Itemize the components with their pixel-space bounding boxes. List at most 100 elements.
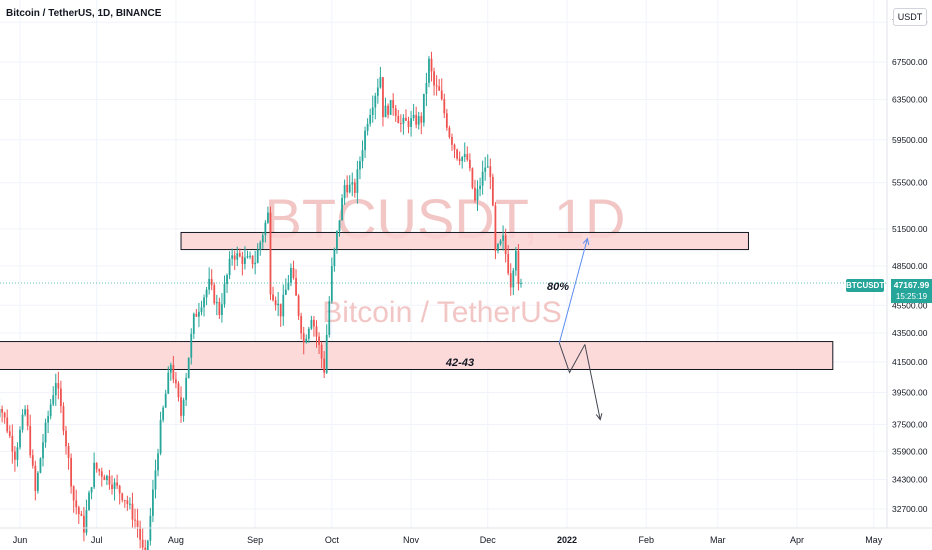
candle-body (430, 58, 433, 72)
last-price-value: 47167.99 (893, 280, 930, 290)
price-tick-label: 45500.00 (892, 300, 928, 310)
candle-body (497, 244, 499, 251)
candle-body (21, 414, 24, 430)
price-tick-label: 59500.00 (892, 135, 928, 145)
candle-body (113, 482, 116, 489)
candle-body (353, 182, 356, 193)
candle-body (16, 447, 19, 460)
bar-countdown: 15:25:19 (895, 292, 928, 301)
candle-body (19, 429, 21, 448)
candle-body (83, 515, 85, 533)
candle-body (231, 255, 234, 259)
candle-body (399, 123, 402, 125)
candle-body (75, 500, 78, 508)
candle-body (251, 255, 254, 265)
candle-body (175, 379, 177, 384)
price-tick-label: 39500.00 (892, 387, 928, 397)
candle-body (302, 333, 305, 343)
time-tick-label: Apr (790, 535, 804, 545)
candle-body (502, 235, 504, 241)
candle-body (295, 277, 297, 296)
candle-body (223, 284, 226, 305)
candle-body (24, 409, 27, 415)
candle-body (95, 462, 98, 470)
candle-body (435, 85, 438, 87)
candle-body (70, 457, 73, 487)
candle-body (185, 377, 188, 400)
candle-body (374, 95, 377, 108)
candle-body (118, 485, 121, 494)
candle-body (195, 313, 198, 317)
time-tick-label: Oct (325, 535, 340, 545)
candle-body (169, 364, 172, 373)
candle-body (325, 334, 328, 373)
candle-body (254, 262, 257, 265)
candle-body (330, 266, 333, 302)
candle-body (463, 154, 466, 158)
candle-body (499, 240, 502, 245)
zigzag-path (558, 342, 586, 374)
candle-body (36, 472, 39, 491)
candle-body (157, 453, 159, 471)
candle-body (428, 58, 430, 83)
candle-body (443, 99, 446, 114)
candle-body (47, 416, 50, 423)
candle-body (412, 114, 415, 119)
price-tick-label: 67500.00 (892, 57, 928, 67)
candle-body (180, 397, 182, 416)
candle-body (162, 407, 165, 420)
candle-body (65, 430, 67, 447)
candle-body (90, 487, 93, 493)
candle-body (54, 383, 57, 396)
candle-body (49, 404, 52, 417)
down-arrow (584, 344, 600, 419)
candle-body (484, 167, 487, 172)
price-tick-label: 55500.00 (892, 178, 928, 188)
candle-body (323, 358, 326, 373)
candle-body (425, 82, 428, 94)
candle-body (504, 235, 507, 255)
candle-body (111, 484, 113, 489)
candle-body (346, 184, 349, 193)
candle-body (369, 114, 372, 124)
candle-body (39, 458, 42, 473)
candle-body (93, 462, 96, 488)
candle-body (471, 168, 474, 188)
candle-body (208, 278, 211, 290)
candles (0, 51, 522, 550)
candle-body (146, 540, 149, 550)
price-tick-label: 43500.00 (892, 328, 928, 338)
candle-body (177, 383, 180, 398)
candle-body (123, 500, 126, 502)
candle-body (215, 302, 218, 304)
candle-body (121, 493, 124, 501)
price-tick-label: 51500.00 (892, 224, 928, 234)
candle-body (126, 500, 129, 505)
candle-body (318, 336, 320, 345)
candle-body (397, 116, 400, 124)
candle-body (67, 446, 70, 458)
time-tick-label: May (865, 535, 883, 545)
candle-body (305, 338, 308, 343)
candle-body (461, 157, 464, 162)
price-tick-label: 41500.00 (892, 357, 928, 367)
candle-body (445, 113, 448, 128)
candle-body (57, 383, 60, 389)
candle-body (246, 256, 249, 258)
candle-body (292, 268, 295, 278)
candle-body (261, 235, 264, 243)
zone-box-1 (180, 231, 749, 251)
candle-body (42, 442, 44, 459)
candle-body (320, 344, 323, 359)
candle-body (348, 184, 351, 193)
candle-body (328, 301, 331, 335)
candle-body (297, 295, 300, 316)
candle-body (192, 313, 195, 334)
candle-body (433, 71, 435, 86)
candle-body (238, 253, 241, 257)
candle-body (272, 294, 274, 301)
currency-unit-button[interactable]: USDT (893, 8, 927, 26)
candle-body (154, 470, 157, 490)
candle-body (228, 258, 231, 276)
